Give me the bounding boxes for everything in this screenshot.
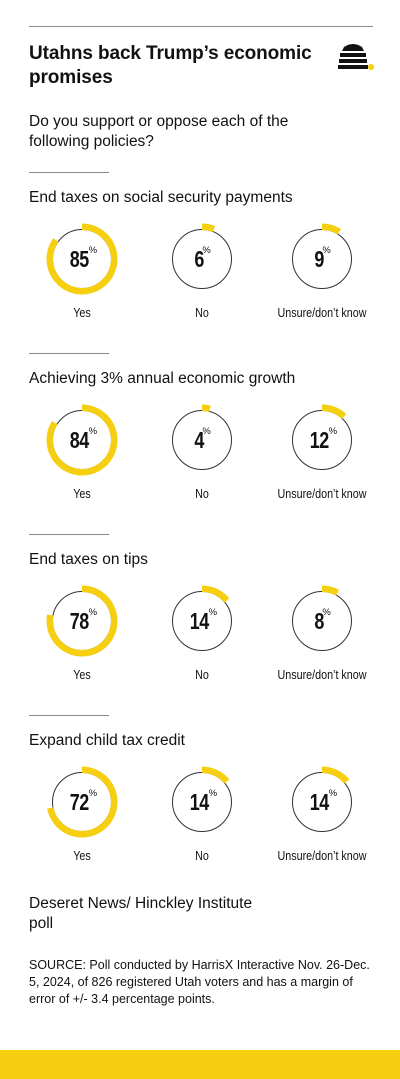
section-divider (29, 534, 109, 535)
donut-item: 85% Yes (17, 223, 147, 324)
donut-chart (46, 404, 118, 476)
donut-segment (322, 766, 350, 784)
donut-segment (322, 223, 342, 235)
percent-sign: % (88, 788, 98, 799)
survey-question: Do you support or oppose each of the fol… (29, 113, 289, 150)
percent-readout: 78% (47, 586, 117, 656)
response-label: Unsure/don’t know (277, 306, 367, 320)
donut-chart (46, 585, 118, 657)
response-label: Yes (73, 487, 91, 501)
donut-item: 14% No (137, 766, 267, 867)
percent-sign: % (202, 426, 211, 437)
percent-value: 85 (69, 245, 90, 272)
percent-value: 4 (194, 426, 205, 453)
donut-segment (202, 766, 230, 784)
percent-value: 14 (189, 607, 210, 634)
response-label: Unsure/don’t know (277, 849, 367, 863)
response-label: Unsure/don’t know (277, 487, 367, 501)
response-label: Yes (73, 306, 91, 320)
percent-sign: % (88, 607, 98, 618)
donut-chart (46, 223, 118, 295)
percent-sign: % (328, 426, 338, 437)
policy-title: End taxes on tips (29, 551, 148, 568)
top-rule (29, 26, 373, 27)
donut-item: 14% Unsure/don’t know (257, 766, 387, 867)
response-label: Yes (73, 668, 91, 682)
percent-readout: 14% (287, 767, 357, 837)
percent-sign: % (88, 245, 98, 256)
percent-readout: 85% (47, 224, 117, 294)
page-title: Utahns back Trump’s economic promises (29, 43, 312, 88)
percent-sign: % (328, 788, 338, 799)
donut-segment (202, 585, 230, 603)
policy-title: Expand child tax credit (29, 732, 185, 749)
percent-readout: 12% (287, 405, 357, 475)
poll-question-section: End taxes on tips 78% Yes 14% No 8% Unsure/don… (0, 534, 400, 704)
donut-item: 4% No (137, 404, 267, 505)
percent-sign: % (202, 245, 211, 256)
percent-readout: 14% (167, 767, 237, 837)
policy-title: Achieving 3% annual economic growth (29, 370, 296, 387)
donut-item: 6% No (137, 223, 267, 324)
response-label: No (195, 668, 209, 682)
donut-chart (172, 404, 232, 470)
beehive-logo-icon (338, 44, 374, 70)
section-divider (29, 353, 109, 354)
percent-value: 9 (314, 245, 325, 272)
donut-chart (172, 585, 232, 651)
percent-readout: 14% (167, 586, 237, 656)
poll-question-section: End taxes on social security payments 85%… (0, 172, 400, 342)
response-label: No (195, 849, 209, 863)
percent-value: 84 (69, 426, 90, 453)
donut-item: 78% Yes (17, 585, 147, 686)
percent-sign: % (208, 788, 218, 799)
percent-readout: 84% (47, 405, 117, 475)
section-divider (29, 715, 109, 716)
donut-item: 8% Unsure/don’t know (257, 585, 387, 686)
donut-chart (172, 766, 232, 832)
response-label: No (195, 487, 209, 501)
percent-readout: 6% (167, 224, 237, 294)
response-label: Yes (73, 849, 91, 863)
poll-organization: Deseret News/ Hinckley Institute poll (29, 895, 253, 932)
poll-question-section: Expand child tax credit 72% Yes 14% No 14% Uns… (0, 715, 400, 885)
donut-item: 14% No (137, 585, 267, 686)
donut-item: 9% Unsure/don’t know (257, 223, 387, 324)
percent-value: 12 (309, 426, 330, 453)
percent-readout: 4% (167, 405, 237, 475)
percent-sign: % (88, 426, 98, 437)
section-divider (29, 172, 109, 173)
donut-item: 72% Yes (17, 766, 147, 867)
percent-sign: % (208, 607, 218, 618)
percent-sign: % (322, 245, 331, 256)
donut-segment (202, 223, 216, 233)
percent-value: 8 (314, 607, 325, 634)
percent-readout: 8% (287, 586, 357, 656)
source-note: SOURCE: Poll conducted by HarrisX Intera… (29, 958, 370, 1006)
donut-chart (292, 223, 352, 289)
donut-chart (292, 766, 352, 832)
donut-chart (47, 766, 118, 838)
percent-value: 6 (194, 245, 205, 272)
donut-chart (292, 585, 352, 651)
poll-question-section: Achieving 3% annual economic growth 84% Ye… (0, 353, 400, 523)
percent-value: 14 (309, 788, 330, 815)
response-label: No (195, 306, 209, 320)
donut-item: 12% Unsure/don’t know (257, 404, 387, 505)
percent-value: 78 (69, 607, 90, 634)
percent-sign: % (322, 607, 331, 618)
donut-item: 84% Yes (17, 404, 147, 505)
percent-value: 72 (69, 788, 90, 815)
policy-title: End taxes on social security payments (29, 189, 293, 206)
bottom-accent-bar (0, 1050, 400, 1079)
donut-segment (322, 404, 347, 419)
response-label: Unsure/don’t know (277, 668, 367, 682)
donut-segment (202, 404, 211, 412)
percent-readout: 72% (47, 767, 117, 837)
percent-value: 14 (189, 788, 210, 815)
donut-chart (292, 404, 352, 470)
percent-readout: 9% (287, 224, 357, 294)
donut-chart (172, 223, 232, 289)
donut-segment (322, 585, 340, 596)
